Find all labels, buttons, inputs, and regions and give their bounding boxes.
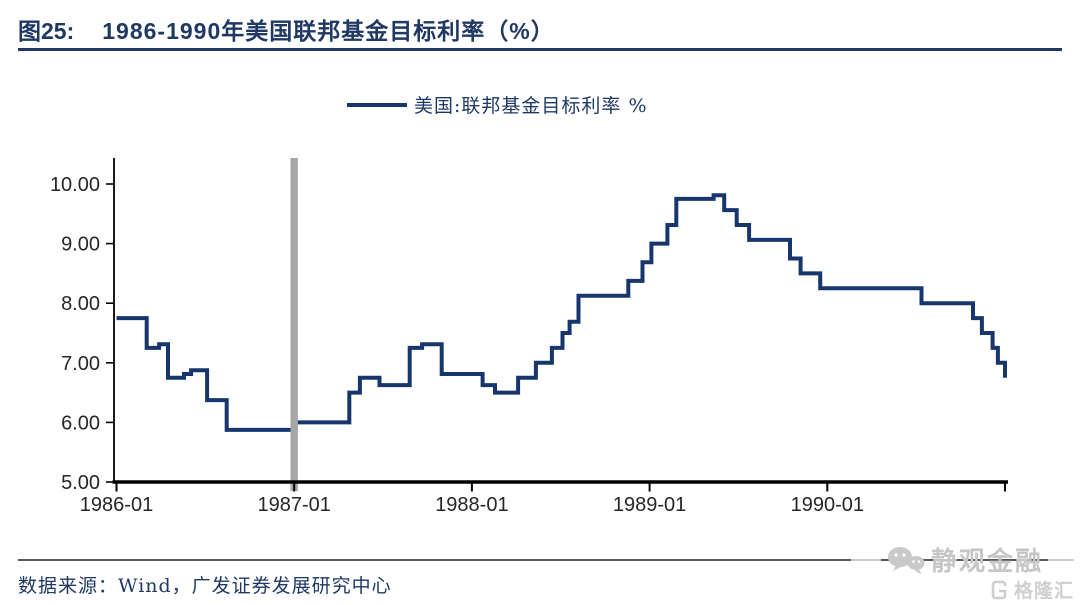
figure-title: 1986-1990年美国联邦基金目标利率（%）: [102, 18, 555, 44]
wechat-watermark: 静观金融: [850, 541, 1074, 578]
platform-name: 格隆汇: [1013, 581, 1074, 602]
wechat-icon: [887, 546, 925, 574]
watermark-account-name: 静观金融: [930, 547, 1043, 577]
gelonghui-logo-icon: [991, 580, 1007, 599]
y-tick-label: 7.00: [61, 353, 100, 375]
chart-legend: 美国:联邦基金目标利率 %: [347, 91, 648, 118]
platform-watermark: 格隆汇: [989, 576, 1074, 603]
rate-step-chart: 5.00 6.00 7.00 8.00 9.00 10.00 1986-01 1987-01 1…: [50, 158, 1008, 516]
x-tick-label: 1988-01: [435, 494, 508, 516]
watermark-left-line: [850, 558, 881, 561]
y-tick-label: 8.00: [61, 293, 100, 315]
figure-number-label: 图25:: [18, 18, 75, 44]
page-title: 图25: 1986-1990年美国联邦基金目标利率（%）: [18, 12, 555, 46]
footer-divider: [18, 559, 1062, 561]
x-tick-label: 1990-01: [791, 494, 864, 516]
highlight-band-1987: [290, 158, 298, 491]
legend-series-label: 美国:联邦基金目标利率 %: [414, 95, 648, 117]
y-tick-label: 10.00: [50, 174, 100, 196]
legend-line-swatch: [347, 102, 407, 107]
watermark-right-line: [1048, 558, 1074, 561]
y-tick-label: 5.00: [61, 472, 100, 494]
x-tick-label: 1987-01: [257, 494, 330, 516]
x-tick-label: 1989-01: [613, 494, 686, 516]
title-divider: [18, 48, 1062, 51]
x-tick-label: 1986-01: [80, 494, 153, 516]
series-step-line: [116, 193, 1007, 432]
y-tick-label: 6.00: [61, 412, 100, 434]
y-tick-label: 9.00: [61, 234, 100, 256]
data-source-text: 数据来源：Wind，广发证券发展研究中心: [18, 575, 392, 597]
